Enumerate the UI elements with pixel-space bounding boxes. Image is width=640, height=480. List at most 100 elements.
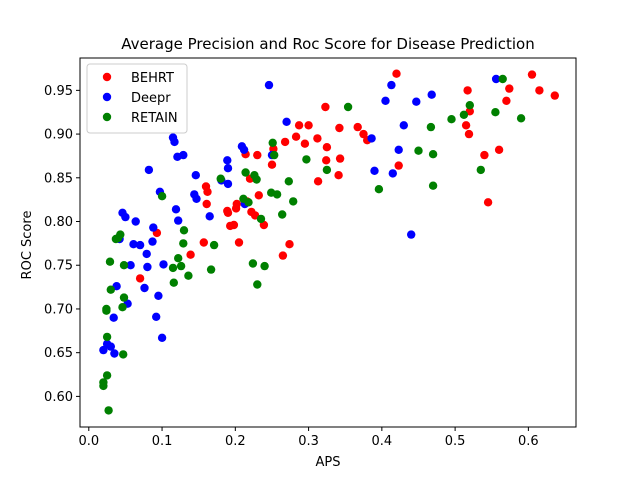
point-retain bbox=[516, 114, 526, 123]
point-deepr bbox=[144, 165, 154, 175]
point-deepr bbox=[394, 145, 403, 154]
point-retain bbox=[119, 350, 128, 359]
point-deepr bbox=[223, 179, 233, 189]
y-axis-label: ROC Score bbox=[20, 211, 35, 280]
legend-label-behrt: BEHRT bbox=[131, 71, 174, 86]
legend-label-retain: RETAIN bbox=[131, 111, 178, 126]
point-deepr bbox=[99, 345, 108, 355]
point-retain bbox=[278, 210, 287, 219]
point-behrt bbox=[322, 143, 332, 152]
point-behrt bbox=[313, 177, 323, 186]
point-retain bbox=[476, 165, 485, 175]
x-axis-ticks: 0.0 0.1 0.2 0.3 0.4 0.5 0.6 bbox=[78, 427, 539, 449]
point-retain bbox=[116, 230, 125, 239]
point-retain bbox=[465, 101, 474, 110]
point-retain bbox=[447, 115, 456, 124]
point-retain bbox=[179, 226, 189, 235]
point-retain bbox=[119, 261, 129, 270]
point-behrt bbox=[294, 121, 304, 130]
y-tick-label: 0.70 bbox=[44, 302, 73, 317]
point-behrt bbox=[535, 86, 544, 95]
point-deepr bbox=[170, 137, 179, 147]
y-tick-label: 0.75 bbox=[44, 259, 73, 274]
point-retain bbox=[253, 280, 262, 289]
point-retain bbox=[428, 150, 438, 159]
y-tick-label: 0.95 bbox=[44, 84, 73, 99]
point-retain bbox=[248, 259, 258, 268]
point-behrt bbox=[505, 84, 514, 93]
point-behrt bbox=[278, 251, 288, 260]
legend-marker-deepr bbox=[102, 92, 112, 102]
data-points bbox=[99, 69, 559, 415]
x-tick-label: 0.0 bbox=[78, 434, 99, 449]
point-deepr bbox=[387, 80, 396, 90]
point-deepr bbox=[399, 121, 408, 130]
point-behrt bbox=[353, 122, 362, 132]
point-retain bbox=[169, 278, 178, 287]
point-behrt bbox=[502, 96, 511, 106]
legend-marker-retain bbox=[102, 112, 112, 122]
point-retain bbox=[244, 198, 253, 207]
y-tick-label: 0.60 bbox=[44, 390, 73, 405]
x-axis-label: APS bbox=[316, 455, 341, 470]
point-deepr bbox=[191, 171, 200, 180]
x-tick-label: 0.6 bbox=[518, 434, 539, 449]
point-retain bbox=[102, 371, 112, 380]
point-retain bbox=[104, 406, 113, 415]
x-tick-label: 0.3 bbox=[298, 434, 319, 449]
point-retain bbox=[428, 181, 438, 190]
point-behrt bbox=[300, 139, 310, 148]
point-deepr bbox=[109, 313, 118, 322]
point-behrt bbox=[203, 187, 212, 196]
point-behrt bbox=[280, 137, 290, 147]
legend-marker-behrt bbox=[102, 72, 112, 82]
point-retain bbox=[498, 74, 507, 84]
legend: BEHRT Deepr RETAIN bbox=[86, 63, 188, 134]
point-deepr bbox=[223, 164, 233, 173]
point-behrt bbox=[321, 102, 330, 112]
point-deepr bbox=[264, 80, 274, 90]
point-retain bbox=[206, 265, 216, 274]
point-deepr bbox=[135, 240, 145, 250]
point-deepr bbox=[126, 261, 135, 270]
point-deepr bbox=[282, 117, 291, 127]
point-behrt bbox=[359, 129, 368, 139]
point-behrt bbox=[304, 121, 313, 130]
x-tick-label: 0.5 bbox=[445, 434, 466, 449]
point-behrt bbox=[550, 91, 559, 100]
point-deepr bbox=[140, 283, 149, 293]
point-retain bbox=[157, 192, 167, 201]
y-axis-ticks: 0.60 0.65 0.70 0.75 0.80 0.85 0.90 0.95 bbox=[44, 84, 80, 405]
point-deepr bbox=[157, 333, 167, 342]
series-deepr bbox=[99, 74, 501, 358]
point-behrt bbox=[335, 154, 345, 163]
point-retain bbox=[102, 304, 111, 314]
point-retain bbox=[270, 150, 279, 160]
point-retain bbox=[343, 102, 353, 112]
point-behrt bbox=[254, 191, 263, 200]
point-retain bbox=[216, 174, 225, 183]
point-deepr bbox=[152, 312, 161, 321]
point-retain bbox=[119, 293, 129, 302]
point-behrt bbox=[480, 150, 489, 160]
point-retain bbox=[174, 254, 183, 263]
point-retain bbox=[268, 138, 277, 147]
point-retain bbox=[459, 110, 469, 120]
point-deepr bbox=[106, 342, 116, 351]
point-deepr bbox=[427, 90, 436, 99]
point-deepr bbox=[148, 237, 157, 246]
axes-frame bbox=[79, 57, 577, 428]
point-behrt bbox=[313, 134, 322, 143]
point-behrt bbox=[527, 70, 537, 79]
point-retain bbox=[260, 261, 269, 271]
point-deepr bbox=[154, 291, 163, 300]
point-behrt bbox=[135, 274, 145, 283]
point-behrt bbox=[335, 123, 344, 133]
point-deepr bbox=[367, 134, 376, 143]
point-behrt bbox=[483, 198, 493, 207]
point-deepr bbox=[142, 249, 151, 259]
point-behrt bbox=[186, 250, 195, 259]
point-retain bbox=[168, 263, 178, 273]
point-retain bbox=[252, 175, 261, 184]
